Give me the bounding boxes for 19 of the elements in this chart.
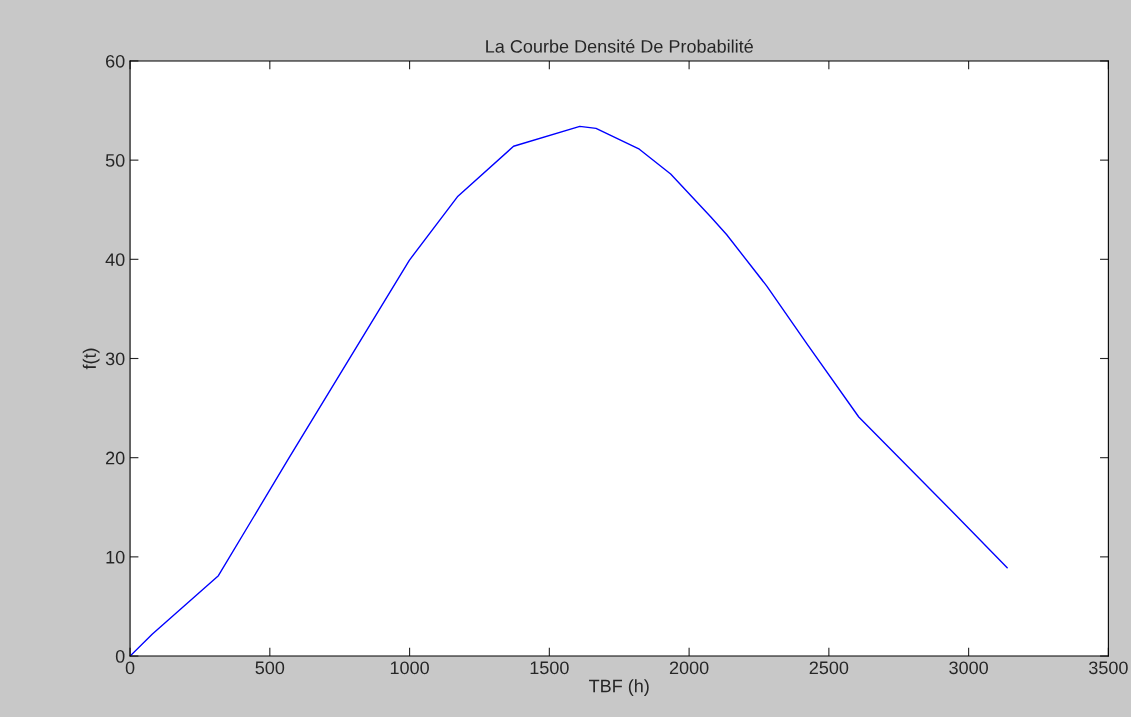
y-tick-label: 10 <box>106 550 125 564</box>
x-tick-label: 1500 <box>530 661 569 675</box>
y-tick-label: 60 <box>106 54 125 68</box>
x-tick-label: 500 <box>255 661 285 675</box>
x-tick-label: 3000 <box>949 661 988 675</box>
x-axis-title: TBF (h) <box>589 679 649 696</box>
y-axis-title: f(t) <box>82 348 100 370</box>
x-tick-label: 1000 <box>390 661 429 675</box>
x-tick-label: 0 <box>125 661 135 675</box>
y-tick-label: 0 <box>115 649 125 663</box>
y-tick-label: 40 <box>105 253 125 267</box>
y-tick-label: 30 <box>105 352 125 366</box>
x-tick-label: 2000 <box>669 661 709 675</box>
line-series <box>130 125 1008 657</box>
x-tick-label: 2500 <box>809 661 849 675</box>
y-tick-label: 20 <box>106 451 125 465</box>
x-tick-label: 3500 <box>1088 661 1128 675</box>
chart-title: La Courbe Densité De Probabilité <box>486 39 753 53</box>
y-tick-label: 50 <box>105 154 125 167</box>
